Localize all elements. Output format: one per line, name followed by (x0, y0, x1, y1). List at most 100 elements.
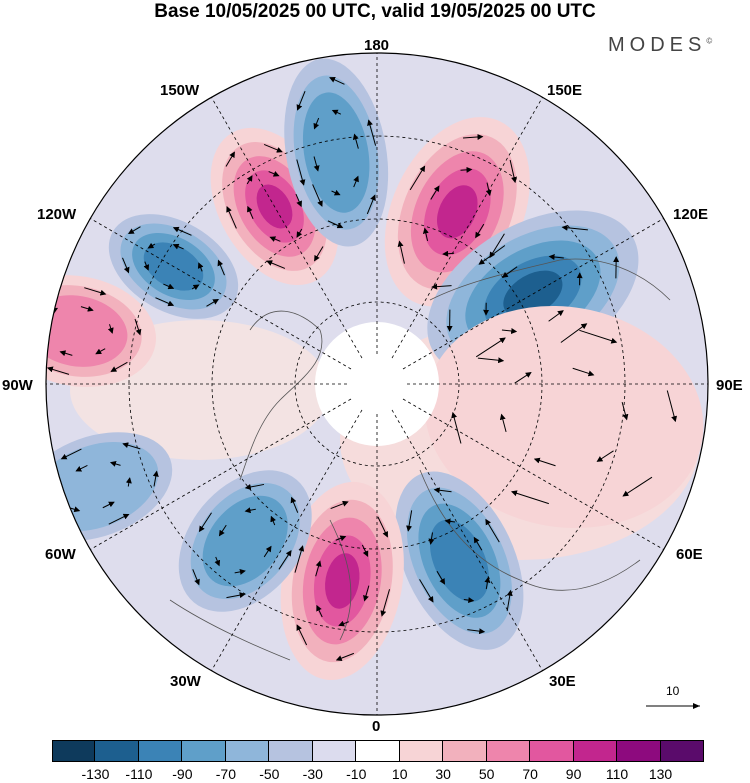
colorbar-swatch (269, 740, 313, 762)
wind-vector (314, 246, 324, 262)
wind-vector (444, 518, 456, 525)
wind-vector (467, 628, 486, 635)
wind-vector (218, 524, 227, 537)
colorbar-tick-label: -90 (172, 766, 193, 782)
wind-vector (95, 348, 106, 355)
wind-vector (313, 117, 320, 130)
colorbar-swatch (573, 740, 618, 762)
wind-vector (622, 476, 653, 497)
colorbar-tick-label: -10 (346, 766, 367, 782)
label-90w: 90W (2, 377, 33, 394)
colorbar-tick-label: -50 (259, 766, 280, 782)
colorbar-tick-label: -130 (81, 766, 110, 782)
wind-vector (338, 620, 349, 627)
map-border (45, 52, 709, 716)
coastlines (169, 258, 671, 661)
wind-vector (268, 171, 280, 177)
wind-vector (270, 515, 276, 526)
wind-vector (172, 226, 192, 236)
anomaly-contour (202, 495, 288, 587)
meridian (402, 398, 664, 550)
modes-logo: MODES© (608, 34, 713, 56)
wind-vector (509, 159, 517, 184)
wind-vector (485, 518, 500, 543)
wind-vector (510, 490, 549, 505)
colorbar-swatch (530, 740, 574, 762)
wind-vector (263, 545, 272, 558)
coastline (429, 258, 671, 301)
meridian (402, 218, 664, 370)
colorbar-swatch (182, 740, 226, 762)
label-120w: 120W (37, 206, 77, 223)
wind-vector (13, 328, 18, 344)
wind-vector (430, 185, 440, 200)
wind-vector (313, 156, 320, 172)
wind-vector (198, 512, 212, 533)
colorbar-tick-label: 10 (391, 766, 408, 782)
colorbar-ticks: -130 -110 -90 -70 -50 -30 -10 10 30 50 70 90 110 130 (52, 766, 704, 783)
wind-vector (312, 184, 323, 207)
wind-vector (46, 366, 70, 375)
colorbar-swatch (399, 740, 444, 762)
wind-vector (147, 242, 156, 249)
wind-vector (206, 298, 220, 307)
wind-vector (290, 496, 299, 513)
wind-vector (475, 223, 485, 239)
wind-vector (353, 175, 359, 188)
coastline (419, 469, 641, 591)
wind-vector (102, 501, 115, 509)
wind-vector (560, 323, 588, 343)
wind-vector (548, 254, 564, 260)
colorbar-tick-label: -110 (125, 766, 153, 782)
wind-vector (329, 77, 345, 85)
wind-vector (134, 318, 142, 336)
colorbar-tick-label: 90 (565, 766, 582, 782)
wind-vector (225, 151, 235, 167)
wind-vector (247, 205, 254, 220)
wind-vector (409, 165, 426, 191)
wind-vector (331, 189, 341, 196)
wind-vector (666, 390, 678, 423)
chart-title: Base 10/05/2025 00 UTC, valid 19/05/2025… (154, 1, 596, 22)
label-180: 180 (364, 37, 390, 54)
wind-vector (352, 133, 359, 149)
wind-vector (246, 175, 253, 185)
wind-vector (366, 194, 376, 215)
colorbar-swatch (486, 740, 531, 762)
wind-vector (33, 487, 36, 502)
anomaly-contour (436, 185, 478, 239)
wind-vector (327, 220, 344, 229)
wind-vector (107, 324, 114, 334)
wind-vector (127, 226, 141, 235)
wind-vector (363, 585, 370, 602)
meridian (391, 409, 543, 671)
colorbar-tick-label: 70 (522, 766, 538, 782)
colorbar-tick-label: 130 (648, 766, 673, 782)
wind-vector (397, 240, 405, 264)
wind-vector (226, 592, 246, 599)
wind-vector (428, 532, 435, 545)
colorbar-tick-label: -70 (215, 766, 236, 782)
wind-vector (109, 461, 121, 467)
wind-vector (367, 119, 377, 146)
wind-vector (295, 193, 302, 208)
wind-vector (460, 166, 473, 173)
wind-vector (596, 450, 614, 462)
anomaly-contour (302, 92, 370, 213)
wind-vector (58, 486, 65, 497)
wind-vector (244, 507, 256, 514)
colorbar-swatch (138, 740, 183, 762)
colorbar-swatch (356, 740, 400, 762)
wind-vector (442, 250, 455, 257)
vector-scale: 10 (640, 684, 704, 714)
wind-vector (84, 287, 107, 296)
coastline (169, 599, 291, 661)
wind-vector (143, 261, 150, 271)
wind-vector (514, 372, 532, 384)
wind-vector (75, 465, 88, 472)
wind-vector (192, 569, 200, 586)
wind-vector (122, 257, 130, 274)
polar-cap (315, 322, 439, 446)
wind-vector (191, 284, 200, 291)
